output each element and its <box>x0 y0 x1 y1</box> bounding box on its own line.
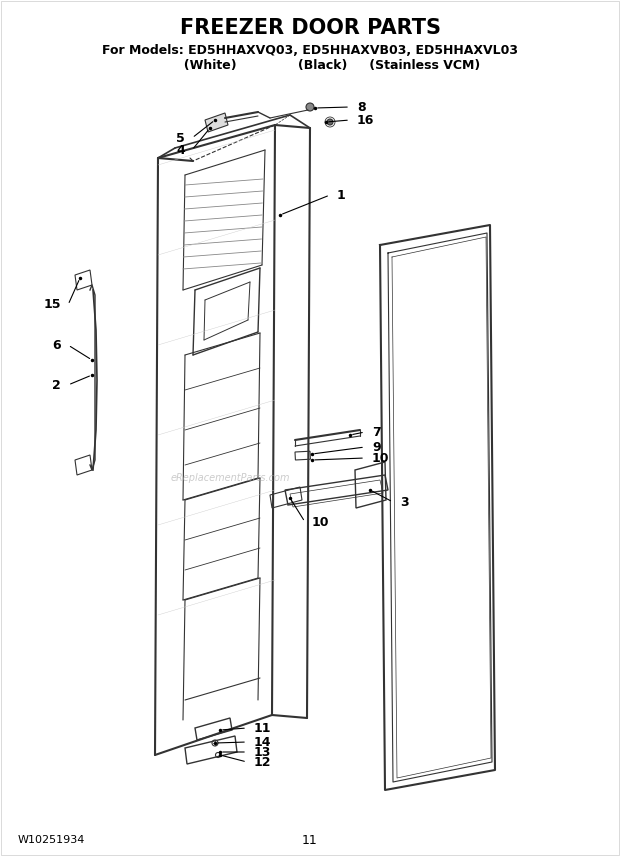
Text: (White)              (Black)     (Stainless VCM): (White) (Black) (Stainless VCM) <box>140 58 480 72</box>
Text: 2: 2 <box>52 378 61 391</box>
Bar <box>295 451 311 460</box>
Text: 1: 1 <box>337 188 346 201</box>
Text: 14: 14 <box>254 735 272 748</box>
Text: eReplacementParts.com: eReplacementParts.com <box>170 473 290 483</box>
Text: 13: 13 <box>254 746 272 758</box>
Text: 8: 8 <box>357 100 366 114</box>
Text: 9: 9 <box>372 441 381 454</box>
Text: 7: 7 <box>372 425 381 438</box>
Text: For Models: ED5HHAXVQ03, ED5HHAXVB03, ED5HHAXVL03: For Models: ED5HHAXVQ03, ED5HHAXVB03, ED… <box>102 44 518 56</box>
Text: 10: 10 <box>372 451 389 465</box>
Circle shape <box>327 119 333 125</box>
Text: 11: 11 <box>302 834 318 847</box>
Text: FREEZER DOOR PARTS: FREEZER DOOR PARTS <box>180 18 440 38</box>
Text: 12: 12 <box>254 756 272 769</box>
Text: 11: 11 <box>254 722 272 734</box>
Text: 16: 16 <box>357 114 374 127</box>
Text: W10251934: W10251934 <box>18 835 86 845</box>
Text: 4: 4 <box>176 144 185 157</box>
Text: 10: 10 <box>312 515 329 528</box>
Text: 6: 6 <box>52 338 61 352</box>
Text: 5: 5 <box>176 132 185 145</box>
Circle shape <box>306 103 314 111</box>
Text: 15: 15 <box>43 299 61 312</box>
Polygon shape <box>205 113 228 132</box>
Text: 3: 3 <box>400 496 409 508</box>
